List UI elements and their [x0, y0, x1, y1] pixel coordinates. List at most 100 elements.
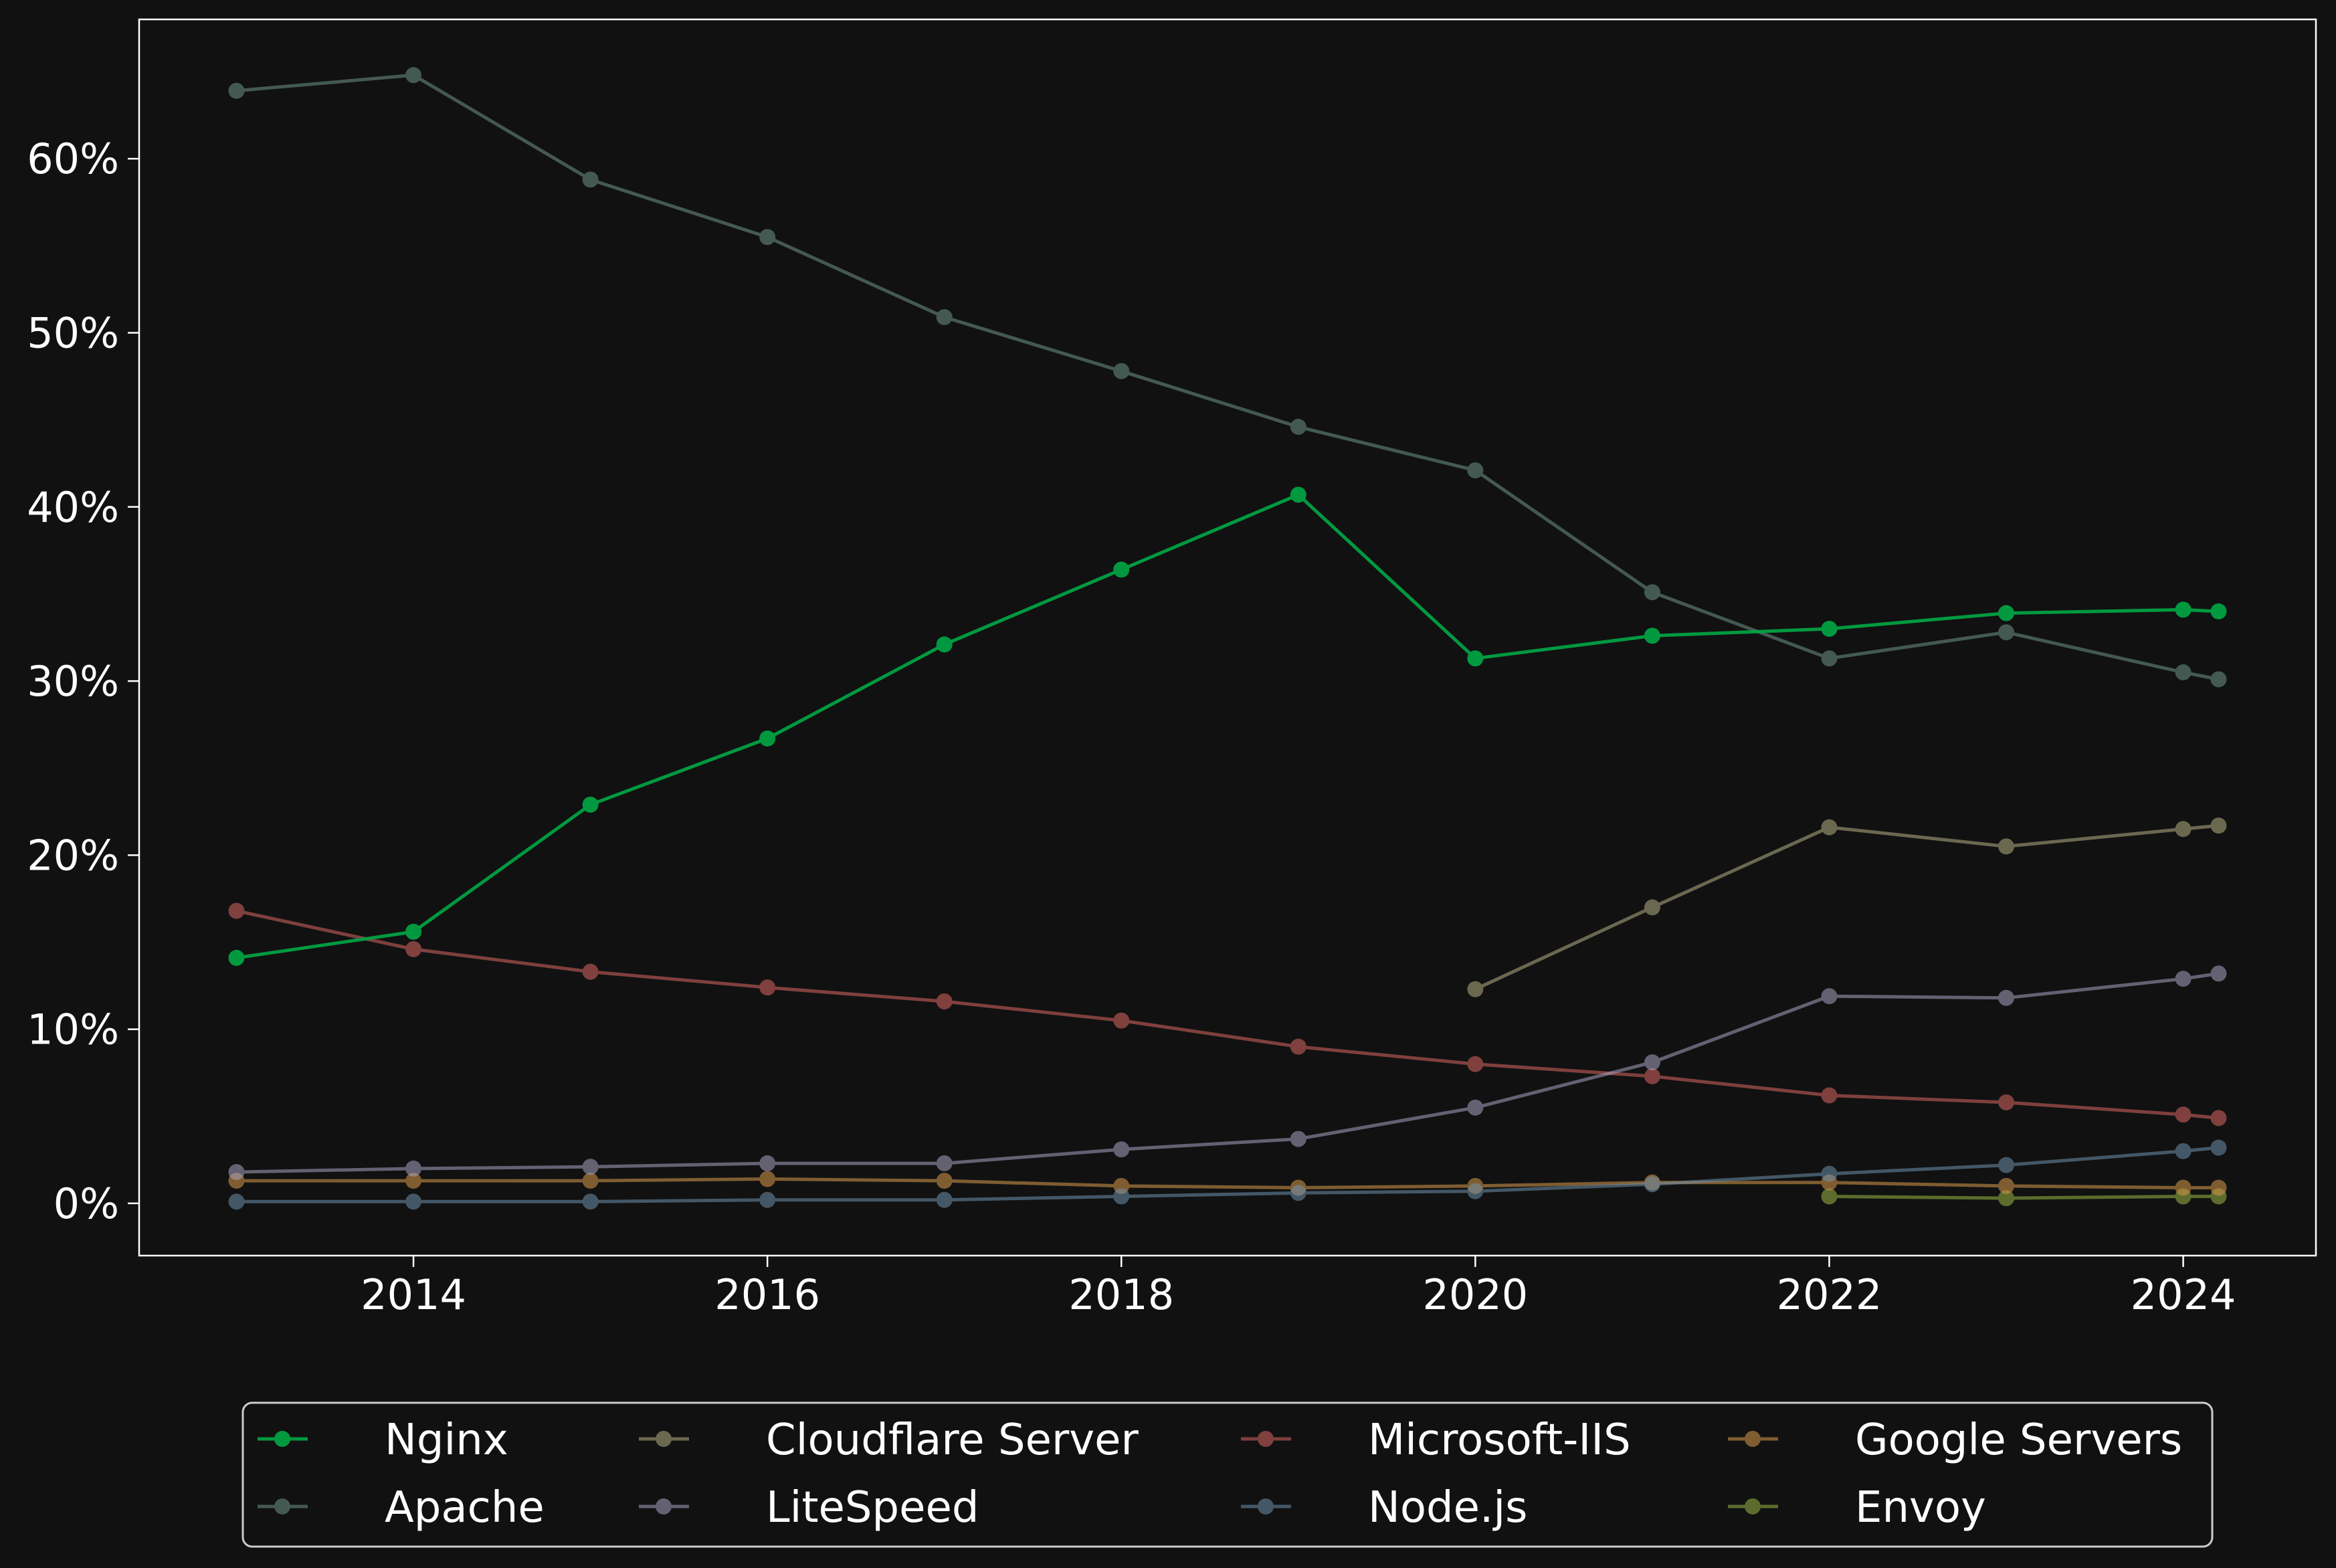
data-point-litespeed — [1644, 1054, 1660, 1071]
legend-swatch — [1241, 1431, 1291, 1447]
data-point-google-servers — [759, 1171, 776, 1187]
data-point-microsoft-iis — [405, 941, 422, 957]
legend-item-google-servers: Google Servers — [1728, 1415, 2182, 1465]
data-point-nginx — [1467, 650, 1484, 667]
data-point-nginx — [936, 636, 953, 653]
data-point-apache — [405, 67, 422, 84]
legend-label: Microsoft-IIS — [1368, 1415, 1631, 1465]
series-apache — [228, 67, 2227, 688]
y-tick-label: 0% — [54, 1179, 119, 1228]
data-point-microsoft-iis — [582, 963, 599, 980]
legend-swatch — [1241, 1498, 1291, 1514]
data-point-envoy — [1821, 1188, 1838, 1205]
y-tick-label: 20% — [27, 831, 119, 880]
data-point-apache — [1644, 584, 1660, 601]
data-point-nginx — [405, 923, 422, 940]
legend-swatch — [639, 1431, 689, 1447]
series-nginx — [228, 486, 2227, 966]
data-point-litespeed — [1821, 988, 1838, 1005]
data-point-cloudflare-server — [2210, 817, 2227, 834]
data-point-nginx — [2210, 603, 2227, 619]
data-point-apache — [1290, 419, 1306, 435]
data-point-google-servers — [582, 1173, 599, 1189]
series-cloudflare-server — [1467, 817, 2227, 997]
data-point-node-js — [1644, 1176, 1660, 1193]
data-point-litespeed — [1113, 1141, 1130, 1158]
data-point-nginx — [2175, 601, 2192, 618]
legend-label: Node.js — [1368, 1483, 1528, 1533]
legend: Nginx Apache Cloudflare Server LiteSpeed Mic… — [241, 1401, 2214, 1548]
data-point-cloudflare-server — [1821, 819, 1838, 836]
legend-swatch — [1728, 1431, 1778, 1447]
y-tick-label: 10% — [27, 1005, 119, 1054]
data-point-nginx — [1821, 620, 1838, 637]
data-point-apache — [936, 309, 953, 326]
legend-swatch — [258, 1498, 308, 1514]
data-point-node-js — [1113, 1188, 1130, 1205]
data-point-litespeed — [2210, 965, 2227, 982]
legend-label: Google Servers — [1855, 1415, 2182, 1465]
data-point-litespeed — [936, 1155, 953, 1172]
data-point-google-servers — [1998, 1177, 2015, 1194]
data-point-apache — [1113, 363, 1130, 379]
data-point-node-js — [2175, 1143, 2192, 1159]
data-point-nginx — [582, 796, 599, 813]
x-tick-label: 2018 — [1068, 1270, 1174, 1319]
series-line-envoy — [1828, 1195, 2220, 1200]
data-point-nginx — [1998, 605, 2015, 621]
data-point-litespeed — [1998, 989, 2015, 1006]
data-point-google-servers — [2210, 1179, 2227, 1196]
data-point-microsoft-iis — [2175, 1106, 2192, 1123]
legend-item-envoy: Envoy — [1728, 1483, 1986, 1533]
data-point-litespeed — [759, 1155, 776, 1172]
data-point-google-servers — [405, 1173, 422, 1189]
data-point-node-js — [405, 1193, 422, 1210]
series-microsoft-iis — [228, 902, 2227, 1126]
data-point-node-js — [759, 1191, 776, 1208]
data-point-node-js — [936, 1191, 953, 1208]
data-point-microsoft-iis — [1467, 1056, 1484, 1072]
data-point-microsoft-iis — [1998, 1094, 2015, 1110]
y-tick-label: 30% — [27, 657, 119, 706]
data-point-apache — [1821, 650, 1838, 667]
data-point-nginx — [1113, 561, 1130, 578]
data-point-node-js — [1998, 1157, 2015, 1173]
data-point-litespeed — [228, 1164, 245, 1181]
legend-item-nginx: Nginx — [258, 1415, 508, 1465]
data-point-node-js — [1821, 1165, 1838, 1182]
legend-item-litespeed: LiteSpeed — [639, 1483, 979, 1533]
data-point-microsoft-iis — [2210, 1110, 2227, 1126]
data-point-microsoft-iis — [228, 902, 245, 919]
x-tick-label: 2024 — [2131, 1270, 2236, 1319]
legend-swatch — [639, 1498, 689, 1514]
data-point-cloudflare-server — [1644, 899, 1660, 916]
legend-item-microsoft-iis: Microsoft-IIS — [1241, 1415, 1631, 1465]
y-tick-label: 50% — [27, 309, 119, 358]
data-point-google-servers — [936, 1173, 953, 1189]
data-point-apache — [2175, 664, 2192, 681]
y-tick-label: 60% — [27, 134, 119, 183]
legend-swatch — [1728, 1498, 1778, 1514]
data-point-google-servers — [2175, 1179, 2192, 1196]
data-point-litespeed — [1290, 1131, 1306, 1147]
data-point-litespeed — [405, 1160, 422, 1177]
series-litespeed — [228, 965, 2227, 1181]
data-point-nginx — [228, 949, 245, 966]
data-point-node-js — [2210, 1139, 2227, 1156]
series-node-js — [228, 1139, 2227, 1210]
data-point-litespeed — [582, 1159, 599, 1175]
plot-frame — [138, 18, 2317, 1257]
legend-item-node-js: Node.js — [1241, 1483, 1528, 1533]
y-tick-label: 40% — [27, 483, 119, 532]
legend-label: LiteSpeed — [766, 1483, 979, 1533]
data-point-apache — [2210, 671, 2227, 688]
legend-item-apache: Apache — [258, 1483, 545, 1533]
data-point-microsoft-iis — [1644, 1068, 1660, 1084]
legend-label: Envoy — [1855, 1483, 1986, 1533]
data-point-microsoft-iis — [1290, 1038, 1306, 1055]
x-tick-label: 2014 — [361, 1270, 466, 1319]
x-tick-label: 2022 — [1777, 1270, 1882, 1319]
data-point-microsoft-iis — [1821, 1087, 1838, 1104]
